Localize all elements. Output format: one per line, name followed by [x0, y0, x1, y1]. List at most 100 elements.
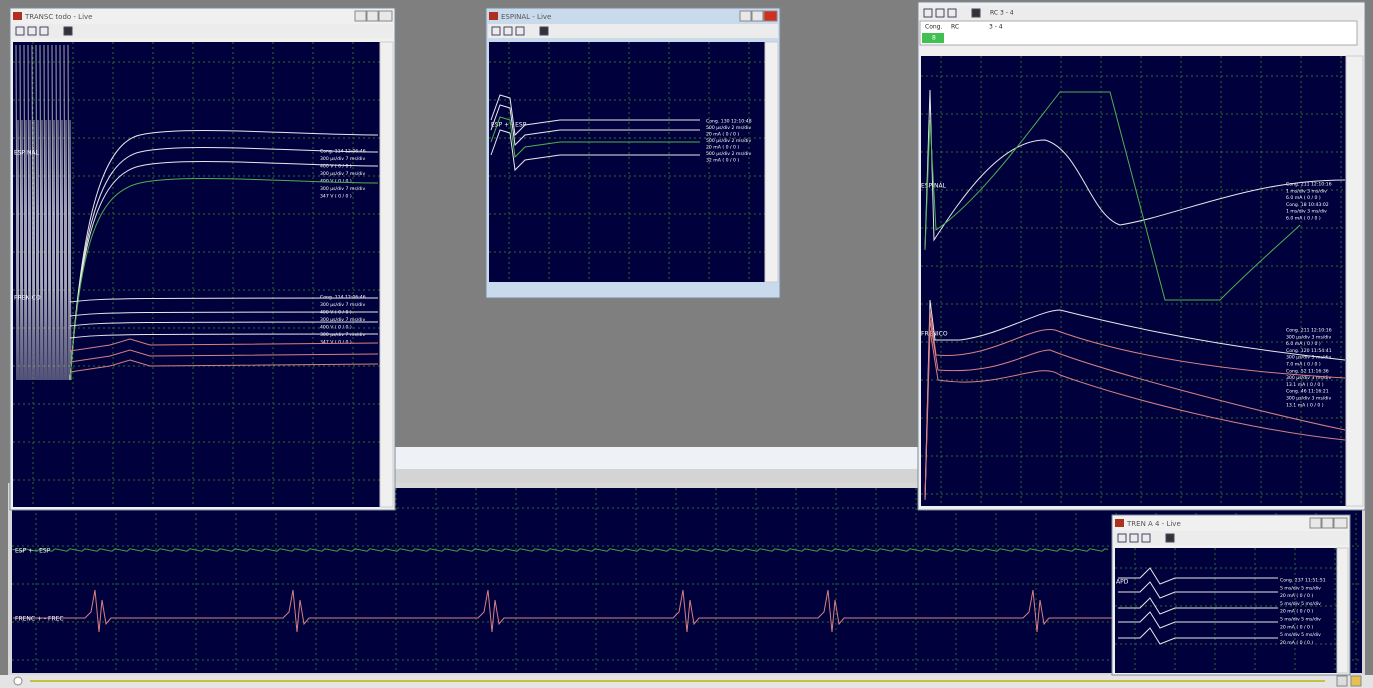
close-button[interactable] — [1333, 517, 1348, 529]
toolbar — [920, 6, 1363, 20]
status-button[interactable] — [1350, 675, 1362, 687]
table-header: 3 - 4 — [989, 24, 1003, 31]
trace-annotation: 20 mA ( 0 / 0 ) — [706, 132, 739, 138]
trace-annotation: 400 V ( 0 / 0 ) — [320, 179, 352, 185]
maximize-button[interactable] — [366, 10, 379, 22]
close-button[interactable] — [763, 10, 778, 22]
toolbar-button[interactable] — [971, 8, 981, 18]
trace-annotation: Cong. 52 11:16:36 — [1286, 368, 1329, 374]
plot-area — [13, 42, 380, 507]
trace-annotation: 5 ms/div 5 ms/div — [1280, 617, 1321, 623]
trace-annotation: 13.1 mA ( 0 / 0 ) — [1286, 382, 1324, 388]
trace — [69, 178, 379, 381]
trace — [1118, 581, 1278, 599]
toolbar-button[interactable] — [27, 26, 37, 36]
trace — [1118, 627, 1278, 645]
trace — [490, 104, 700, 147]
toolbar-button[interactable] — [947, 8, 957, 18]
trace-annotation: 347 V ( 0 / 0 ) — [320, 194, 352, 200]
hidden-window-strip — [395, 469, 918, 483]
trace-annotation: 400 V ( 0 / 0 ) — [320, 325, 352, 331]
toolbar-button[interactable] — [15, 26, 25, 36]
trace-annotation: 500 µs/div 2 ms/div — [706, 125, 751, 131]
trace-annotation: 20 mA ( 0 / 0 ) — [1280, 640, 1313, 646]
trace — [490, 94, 700, 137]
trace — [924, 91, 1301, 301]
table — [919, 20, 1358, 46]
channel-label: APD — [1116, 579, 1129, 586]
trace-annotation: 32 mA ( 0 / 0 ) — [706, 158, 739, 164]
toolbar-button[interactable] — [935, 8, 945, 18]
scrollbar[interactable] — [1336, 547, 1349, 674]
scrollbar[interactable] — [764, 41, 779, 283]
scrollbar[interactable] — [379, 41, 394, 508]
trace-annotation: Cong. 237 11:51:51 — [1280, 578, 1326, 584]
trace-annotation: 300 µs/div 7 ms/div — [320, 317, 365, 323]
toolbar — [488, 24, 778, 38]
status-button[interactable] — [13, 676, 23, 686]
trace-annotation: 20 mA ( 0 / 0 ) — [706, 145, 739, 151]
trace — [69, 321, 379, 327]
toolbar — [12, 24, 393, 38]
window-title: TREN A 4 - Live — [1126, 520, 1181, 528]
toolbar-button[interactable] — [1129, 533, 1139, 543]
trace — [39, 44, 44, 381]
trace-annotation: Cong. 120 11:54:41 — [1286, 348, 1332, 354]
trace-annotation: 6.0 mA ( 0 / 0 ) — [1286, 341, 1321, 347]
trace-annotation: 300 µs/div 3 ms/div — [1286, 334, 1331, 340]
toolbar-button[interactable] — [923, 8, 933, 18]
trace — [490, 116, 700, 159]
trace — [69, 359, 379, 373]
trace — [59, 44, 64, 381]
window-icon — [1115, 519, 1124, 527]
window-title: ESPINAL - Live — [501, 13, 551, 21]
scrollbar[interactable] — [1345, 55, 1364, 507]
trace-annotation: 300 µs/div 7 ms/div — [320, 186, 365, 192]
channel-label: ESP + - ESP — [15, 548, 51, 555]
channel-label: ESP + - ESP — [491, 122, 527, 129]
toolbar-button[interactable] — [491, 26, 501, 36]
trace — [13, 589, 1112, 633]
toolbar-button[interactable] — [63, 26, 73, 36]
trace — [924, 299, 1346, 501]
trace — [490, 129, 700, 172]
trace — [15, 44, 20, 381]
trace — [19, 44, 24, 381]
trace-annotation: 347 V ( 0 / 0 ) — [320, 340, 352, 346]
toolbar-button[interactable] — [1141, 533, 1151, 543]
trace-annotation: Cong. 130 12:10:48 — [706, 119, 752, 125]
trace — [69, 130, 379, 381]
trace-annotation: Cong. 46 11:16:21 — [1286, 389, 1329, 395]
window-icon — [489, 12, 498, 20]
minimize-button[interactable] — [739, 10, 752, 22]
trace-annotation: 300 µs/div 3 ms/div — [1286, 355, 1331, 361]
maximize-button[interactable] — [751, 10, 764, 22]
minimize-button[interactable] — [1309, 517, 1322, 529]
trace-annotation: 300 µs/div 7 ms/div — [320, 171, 365, 177]
trace — [27, 44, 32, 381]
toolbar-button[interactable] — [1117, 533, 1127, 543]
minimize-button[interactable] — [354, 10, 367, 22]
window-icon — [13, 12, 22, 20]
toolbar-button[interactable] — [515, 26, 525, 36]
trace — [924, 319, 1346, 501]
trace-annotation: 300 µs/div 7 ms/div — [320, 332, 365, 338]
status-button[interactable] — [1336, 675, 1348, 687]
trace-annotation: Cong. 114 12:06:46 — [320, 295, 366, 301]
toolbar-button[interactable] — [539, 26, 549, 36]
toolbar-button[interactable] — [503, 26, 513, 36]
maximize-button[interactable] — [1321, 517, 1334, 529]
toolbar — [1114, 531, 1348, 545]
toolbar-button[interactable] — [1165, 533, 1175, 543]
trace-annotation: 5 ms/div 5 ms/div — [1280, 632, 1321, 638]
trace — [924, 329, 1346, 501]
trace — [55, 44, 60, 381]
toolbar-button[interactable] — [39, 26, 49, 36]
trace-annotation: 1 ms/div 3 ms/div — [1286, 188, 1327, 194]
trace-annotation: 300 µs/div 3 ms/div — [1286, 375, 1331, 381]
channel-label: ESPINAL — [14, 150, 40, 157]
table-header: Cong. — [925, 24, 942, 31]
trace — [924, 89, 1346, 251]
close-button[interactable] — [378, 10, 393, 22]
trace — [69, 338, 379, 352]
